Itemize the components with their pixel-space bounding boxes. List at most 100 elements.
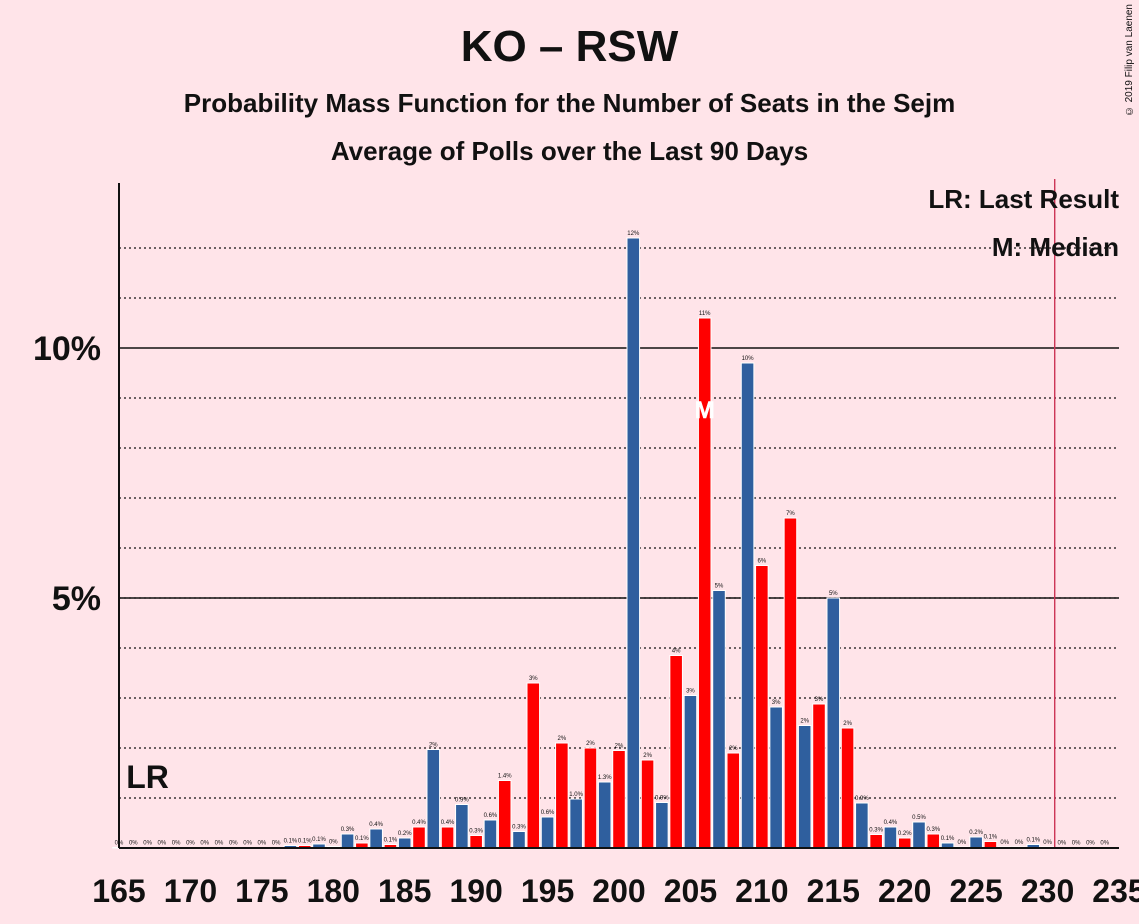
bar bbox=[640, 759, 655, 849]
x-tick-label: 195 bbox=[521, 873, 574, 909]
y-tick-label: 10% bbox=[33, 330, 101, 368]
data-label: 2% bbox=[729, 746, 738, 752]
legend-last-result: LR: Last Result bbox=[928, 184, 1119, 214]
bar bbox=[669, 655, 683, 849]
x-tick-label: 225 bbox=[949, 873, 1002, 909]
data-label: 0% bbox=[158, 841, 167, 847]
x-tick-label: 185 bbox=[378, 873, 431, 909]
data-label: 3% bbox=[686, 689, 695, 695]
data-label: 0% bbox=[1043, 840, 1052, 846]
data-label: 0.3% bbox=[512, 825, 526, 831]
bar bbox=[812, 703, 826, 849]
x-tick-label: 175 bbox=[235, 873, 288, 909]
bar bbox=[855, 802, 869, 849]
data-label: 1.3% bbox=[598, 775, 612, 781]
data-label: 0.1% bbox=[284, 839, 298, 845]
data-label: 0% bbox=[200, 841, 209, 847]
data-label: 2% bbox=[800, 719, 809, 725]
data-label: 11% bbox=[699, 311, 711, 317]
data-label: 0% bbox=[186, 841, 195, 847]
bar bbox=[340, 833, 355, 849]
data-label: 0% bbox=[215, 841, 224, 847]
bar bbox=[583, 747, 598, 849]
data-label: 12% bbox=[627, 231, 640, 237]
bar bbox=[755, 565, 769, 849]
bar bbox=[797, 725, 812, 849]
x-tick-label: 215 bbox=[807, 873, 860, 909]
data-label: 2% bbox=[429, 743, 438, 749]
data-label: 2% bbox=[558, 736, 567, 742]
bar bbox=[912, 821, 926, 849]
data-label: 10% bbox=[742, 356, 755, 362]
bar bbox=[412, 826, 426, 849]
data-label: 3% bbox=[815, 697, 824, 703]
bar bbox=[783, 517, 798, 849]
bar bbox=[869, 834, 883, 849]
data-label: 0% bbox=[1086, 841, 1095, 847]
data-label: 0.3% bbox=[869, 828, 883, 834]
data-label: 0% bbox=[243, 841, 252, 847]
bar bbox=[440, 826, 455, 849]
bar bbox=[540, 816, 555, 849]
bar bbox=[897, 837, 912, 849]
data-label: 0% bbox=[1015, 840, 1024, 846]
data-label: 0.1% bbox=[984, 835, 998, 841]
x-tick-label: 230 bbox=[1021, 873, 1074, 909]
data-label: 0.4% bbox=[369, 822, 383, 828]
data-label: 2% bbox=[843, 721, 852, 727]
data-label: 0.4% bbox=[884, 820, 898, 826]
data-label: 0.1% bbox=[312, 837, 326, 843]
data-label: 0% bbox=[258, 841, 267, 847]
data-label: 0.1% bbox=[298, 839, 312, 845]
bar bbox=[826, 597, 841, 849]
x-tick-label: 210 bbox=[735, 873, 788, 909]
bar bbox=[397, 837, 412, 849]
data-label: 5% bbox=[715, 584, 724, 590]
data-label: 0.4% bbox=[412, 820, 426, 826]
chart-subtitle: Probability Mass Function for the Number… bbox=[183, 88, 956, 118]
data-label: 0.2% bbox=[898, 831, 912, 837]
data-label: 0% bbox=[1072, 841, 1081, 847]
bar bbox=[683, 695, 698, 849]
data-label: 0.3% bbox=[926, 827, 940, 833]
data-label: 0% bbox=[172, 841, 181, 847]
bar bbox=[883, 826, 898, 849]
data-label: 0.4% bbox=[441, 820, 455, 826]
data-label: 3% bbox=[529, 676, 538, 682]
x-tick-label: 170 bbox=[164, 873, 217, 909]
bar bbox=[626, 237, 641, 849]
bar bbox=[526, 682, 541, 849]
bar bbox=[469, 835, 483, 849]
data-label: 0.6% bbox=[541, 810, 555, 816]
chart-title: KO – RSW bbox=[460, 22, 679, 71]
bar bbox=[969, 836, 983, 849]
data-label: 0.2% bbox=[969, 830, 983, 836]
data-label: 4% bbox=[672, 649, 681, 655]
x-tick-label: 235 bbox=[1092, 873, 1139, 909]
x-tick-label: 190 bbox=[449, 873, 502, 909]
bar bbox=[455, 804, 469, 849]
data-label: 0.1% bbox=[384, 838, 398, 844]
bar bbox=[612, 750, 626, 849]
data-label: 5% bbox=[829, 591, 838, 597]
bar bbox=[655, 802, 669, 849]
data-label: 0% bbox=[129, 841, 138, 847]
bar bbox=[569, 798, 583, 849]
data-label: 0% bbox=[1100, 841, 1109, 847]
bar bbox=[555, 742, 569, 849]
data-label: 0.9% bbox=[455, 798, 469, 804]
data-label: 0% bbox=[958, 840, 967, 846]
data-label: 0.9% bbox=[855, 796, 869, 802]
bar bbox=[740, 362, 755, 849]
y-tick-label: 5% bbox=[52, 580, 101, 618]
bar bbox=[597, 781, 612, 849]
data-label: 2% bbox=[586, 741, 595, 747]
bar bbox=[483, 819, 498, 849]
data-label: 0.1% bbox=[1026, 838, 1040, 844]
x-tick-label: 165 bbox=[92, 873, 145, 909]
bar bbox=[497, 780, 512, 849]
data-label: 0.9% bbox=[655, 796, 669, 802]
data-label: 0.3% bbox=[341, 827, 355, 833]
data-label: 6% bbox=[758, 559, 767, 565]
data-label: 0% bbox=[272, 841, 281, 847]
